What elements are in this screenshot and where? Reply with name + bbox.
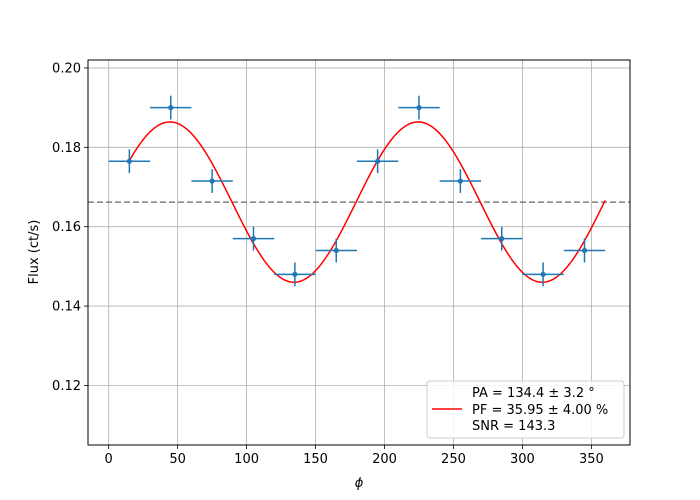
x-tick-label: 200 — [372, 452, 397, 467]
legend-entry-snr: SNR = 143.3 — [472, 419, 555, 434]
data-point-marker — [250, 236, 257, 242]
data-point — [439, 169, 482, 193]
data-point — [108, 149, 151, 174]
x-tick-label: 50 — [169, 452, 186, 467]
model-curve — [128, 121, 606, 284]
data-point-marker — [540, 271, 546, 277]
data-point-marker — [581, 247, 588, 254]
data-point — [315, 238, 357, 263]
legend-box — [426, 380, 625, 439]
y-tick-label: 0.18 — [52, 141, 81, 156]
y-tick-label: 0.12 — [52, 379, 81, 394]
y-tick-label: 0.14 — [52, 300, 81, 315]
data-point — [150, 95, 192, 120]
legend-entry-pa: PA = 134.4 ± 3.2 ° — [472, 386, 595, 401]
data-point — [522, 262, 564, 287]
axis-ticks: 0 50 100 150 200 250 300 350 0.12 0.14 0.16 0.18 0.2… — [52, 61, 604, 467]
x-tick-label: 250 — [441, 452, 466, 467]
data-point-marker — [416, 105, 422, 111]
data-point — [356, 149, 399, 174]
grid — [88, 60, 630, 445]
plot-frame — [87, 59, 631, 446]
legend-entry-pf: PF = 35.95 ± 4.00 % — [472, 403, 608, 418]
x-tick-label: 100 — [234, 452, 259, 467]
data-point-marker — [457, 178, 463, 184]
data-point-marker — [168, 105, 174, 111]
model-curve-group — [128, 121, 606, 284]
data-point — [481, 226, 523, 251]
y-tick-label: 0.20 — [52, 61, 81, 76]
data-points-group — [108, 95, 606, 287]
x-tick-label: 0 — [105, 452, 113, 467]
data-point — [398, 95, 440, 120]
x-axis-label: ϕ — [355, 476, 364, 491]
x-tick-label: 350 — [579, 452, 604, 467]
data-point — [274, 262, 316, 287]
data-point — [191, 169, 233, 193]
data-point — [563, 238, 606, 263]
data-point-marker — [126, 158, 132, 164]
legend: PA = 134.4 ± 3.2 ° PF = 35.95 ± 4.00 % S… — [426, 380, 625, 439]
data-point-marker — [375, 158, 381, 164]
data-point-marker — [333, 247, 339, 254]
data-point-marker — [499, 236, 505, 242]
y-tick-label: 0.16 — [52, 220, 81, 235]
x-tick-label: 300 — [510, 452, 535, 467]
data-point-marker — [292, 271, 298, 277]
y-axis-label: Flux (ct/s) — [27, 220, 42, 285]
x-tick-label: 150 — [303, 452, 328, 467]
data-point-marker — [209, 178, 215, 184]
data-point — [232, 226, 275, 251]
